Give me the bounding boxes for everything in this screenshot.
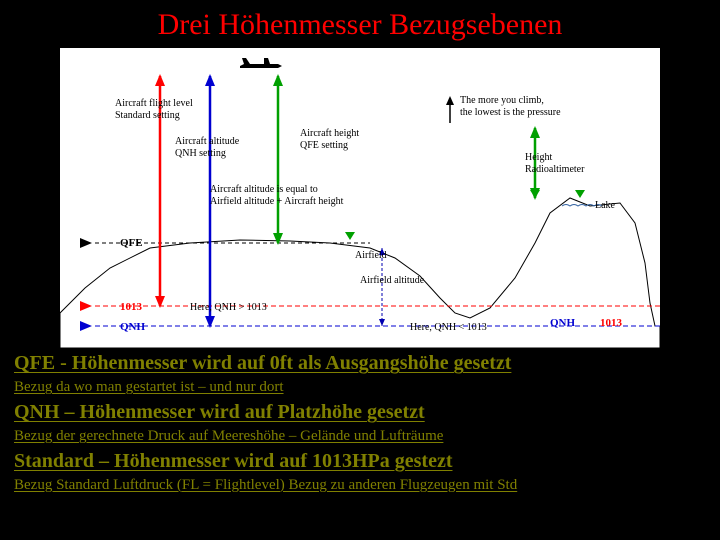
aircraft-icon	[240, 58, 282, 68]
explanation-block: QFE - Höhenmesser wird auf 0ft als Ausga…	[0, 348, 720, 496]
qfe-heading: QFE - Höhenmesser wird auf 0ft als Ausga…	[14, 350, 706, 377]
svg-text:Airfield altitude: Airfield altitude	[360, 275, 425, 286]
svg-text:the lowest is the pressure: the lowest is the pressure	[460, 107, 561, 118]
svg-text:Aircraft altitude: Aircraft altitude	[175, 136, 240, 147]
svg-text:1013: 1013	[600, 317, 623, 329]
altimeter-diagram: Aircraft flight levelStandard setting Air…	[60, 48, 660, 348]
svg-text:Height: Height	[525, 152, 552, 163]
svg-text:Aircraft flight level: Aircraft flight level	[115, 98, 193, 109]
svg-text:QNH: QNH	[120, 321, 146, 333]
svg-text:QNH setting: QNH setting	[175, 148, 226, 159]
qfe-detail: Bezug da wo man gestartet ist – und nur …	[14, 377, 706, 399]
svg-text:Lake: Lake	[595, 200, 616, 211]
std-detail: Bezug Standard Luftdruck (FL = Flightlev…	[14, 475, 706, 497]
svg-text:The more you climb,: The more you climb,	[460, 95, 544, 106]
std-heading: Standard – Höhenmesser wird auf 1013HPa …	[14, 448, 706, 475]
svg-text:Radioaltimeter: Radioaltimeter	[525, 164, 585, 175]
qnh-heading: QNH – Höhenmesser wird auf Platzhöhe ges…	[14, 399, 706, 426]
svg-text:QNH: QNH	[550, 317, 576, 329]
svg-text:Here, QNH > 1013: Here, QNH > 1013	[190, 302, 267, 313]
svg-text:QFE: QFE	[120, 237, 143, 249]
svg-text:Aircraft altitude is equal to: Aircraft altitude is equal to	[210, 184, 318, 195]
svg-text:Aircraft height: Aircraft height	[300, 128, 359, 139]
svg-text:Standard setting: Standard setting	[115, 110, 180, 121]
svg-text:Here, QNH < 1013: Here, QNH < 1013	[410, 322, 487, 333]
diagram-svg: Aircraft flight levelStandard setting Air…	[60, 48, 660, 348]
slide-title: Drei Höhenmesser Bezugsebenen	[0, 0, 720, 48]
qnh-detail: Bezug der gerechnete Druck auf Meereshöh…	[14, 426, 706, 448]
svg-text:1013: 1013	[120, 301, 143, 313]
svg-text:Airfield altitude + Aircraft h: Airfield altitude + Aircraft height	[210, 196, 344, 207]
svg-text:QFE setting: QFE setting	[300, 140, 348, 151]
svg-text:Airfield: Airfield	[355, 250, 387, 261]
